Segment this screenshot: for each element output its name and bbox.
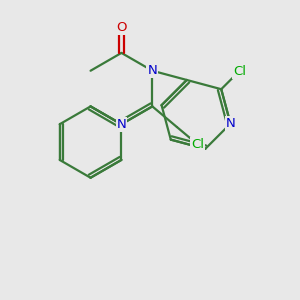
Text: Cl: Cl [233,64,246,77]
Text: N: N [148,64,157,77]
Text: O: O [116,21,127,34]
Text: N: N [117,118,126,131]
Text: Cl: Cl [191,138,204,151]
Text: N: N [226,117,235,130]
